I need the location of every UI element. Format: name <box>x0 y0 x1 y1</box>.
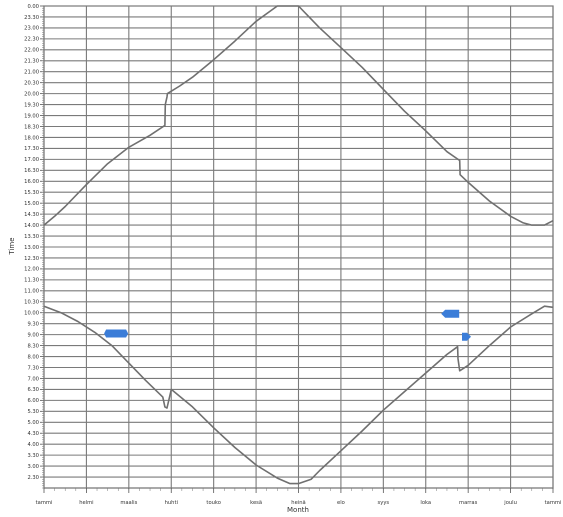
x-tick-label: helmi <box>79 500 93 506</box>
y-tick-label: 18.00 <box>24 135 39 141</box>
y-tick-label: 3.00 <box>27 464 39 470</box>
y-axis-title: Time <box>8 237 16 255</box>
x-tick-label: kesä <box>250 500 262 506</box>
y-tick-label: 7.00 <box>27 376 39 382</box>
marker-2 <box>441 309 460 318</box>
y-tick-label: 10.30 <box>24 300 39 306</box>
y-tick-label: 15.30 <box>24 190 39 196</box>
y-tick-label: 17.00 <box>24 157 39 163</box>
x-tick-label: joulu <box>503 500 517 506</box>
y-tick-label: 23.00 <box>24 26 39 32</box>
y-tick-label: 18.30 <box>24 124 39 130</box>
x-tick-label: huhti <box>165 500 178 506</box>
x-tick-label: syys <box>378 500 390 506</box>
axes <box>40 5 554 493</box>
y-tick-label: 14.30 <box>24 212 39 218</box>
y-tick-label: 0.00 <box>27 4 39 10</box>
y-tick-label: 20.00 <box>24 91 39 97</box>
y-tick-label: 22.30 <box>24 37 39 43</box>
y-tick-label: 10.00 <box>24 311 39 317</box>
y-tick-label: 14.00 <box>24 223 39 229</box>
x-tick-label: maalis <box>120 500 137 506</box>
y-tick-label: 8.00 <box>27 354 39 360</box>
x-tick-label: elo <box>337 500 345 506</box>
y-tick-label: 15.00 <box>24 201 39 207</box>
y-tick-label: 7.30 <box>27 365 39 371</box>
x-tick-label: loka <box>420 500 431 506</box>
y-tick-label: 21.30 <box>24 59 39 65</box>
series-group <box>43 5 554 485</box>
y-tick-label: 9.30 <box>27 321 39 327</box>
x-axis-title: Month <box>287 506 309 514</box>
y-tick-label: 4.00 <box>27 442 39 448</box>
series-line-2 <box>43 305 554 485</box>
y-tick-label: 19.00 <box>24 113 39 119</box>
y-tick-label: 9.00 <box>27 332 39 338</box>
y-tick-label: 11.30 <box>24 278 39 284</box>
y-tick-label: 3.30 <box>27 453 39 459</box>
y-tick-label: 20.30 <box>24 80 39 86</box>
marker-1 <box>104 329 129 338</box>
y-tick-label: 23.30 <box>24 15 39 21</box>
labels-group: Month Time 2.30 3.00 3.30 4.00 4.30 5.00 5.30 6… <box>8 4 561 514</box>
x-tick-label: tammi <box>36 500 53 506</box>
y-tick-label: 17.30 <box>24 146 39 152</box>
y-tick-label: 5.00 <box>27 420 39 426</box>
y-tick-label: 12.00 <box>24 267 39 273</box>
x-tick-label: touko <box>206 500 221 506</box>
y-tick-label: 21.00 <box>24 70 39 76</box>
y-tick-label: 16.30 <box>24 168 39 174</box>
marker-group <box>104 309 471 341</box>
y-tick-label: 4.30 <box>27 431 39 437</box>
y-tick-label: 22.00 <box>24 48 39 54</box>
y-tick-label: 6.00 <box>27 398 39 404</box>
y-tick-label: 8.30 <box>27 343 39 349</box>
x-tick-label: heinä <box>291 500 305 506</box>
y-tick-label: 13.30 <box>24 234 39 240</box>
y-tick-label: 11.00 <box>24 289 39 295</box>
grid <box>43 5 554 489</box>
y-tick-label: 12.30 <box>24 256 39 262</box>
x-tick-label: marras <box>459 500 478 506</box>
y-tick-label: 19.30 <box>24 102 39 108</box>
marker-3 <box>462 332 471 341</box>
y-tick-label: 2.30 <box>27 475 39 481</box>
y-tick-label: 5.30 <box>27 409 39 415</box>
y-tick-label: 16.00 <box>24 179 39 185</box>
series-line-1 <box>43 5 554 226</box>
y-tick-label: 13.00 <box>24 245 39 251</box>
x-tick-label: tammi <box>545 500 562 506</box>
y-tick-label: 6.30 <box>27 387 39 393</box>
